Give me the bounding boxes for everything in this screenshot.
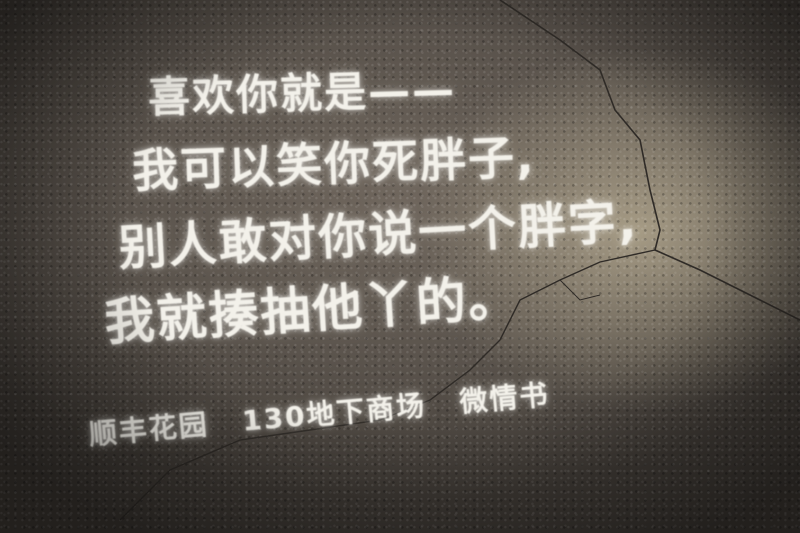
crack-main: [499, 0, 800, 321]
crack-branch: [119, 249, 656, 521]
crack-small: [559, 279, 601, 301]
